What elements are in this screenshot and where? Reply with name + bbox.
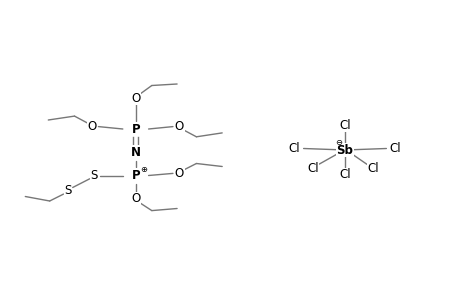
Text: O: O xyxy=(87,120,96,133)
Text: O: O xyxy=(174,120,184,133)
Text: ⊕: ⊕ xyxy=(140,165,147,174)
Text: Cl: Cl xyxy=(367,162,379,175)
Text: Cl: Cl xyxy=(306,161,318,175)
Text: P: P xyxy=(131,169,140,182)
Text: O: O xyxy=(131,192,140,205)
Text: S: S xyxy=(90,169,98,182)
Text: O: O xyxy=(131,92,140,105)
Text: Cl: Cl xyxy=(338,119,350,132)
Text: S: S xyxy=(64,184,72,197)
Text: Cl: Cl xyxy=(288,142,300,155)
Text: Cl: Cl xyxy=(338,168,350,181)
Text: O: O xyxy=(174,167,184,180)
Text: ⊖: ⊖ xyxy=(335,138,342,147)
Text: Cl: Cl xyxy=(389,142,401,155)
Text: Sb: Sb xyxy=(336,143,353,157)
Text: N: N xyxy=(130,146,140,159)
Text: P: P xyxy=(131,122,140,136)
